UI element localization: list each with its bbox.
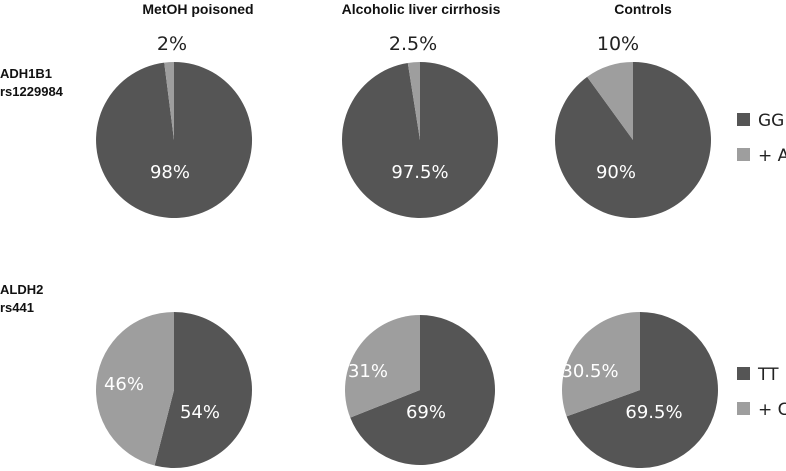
pie-value-label: 97.5%: [391, 162, 448, 183]
row-label-aldh2-snp: rs441: [0, 300, 34, 315]
pie-slice-c: [345, 315, 420, 418]
pie-value-label: 31%: [348, 361, 388, 382]
pie-charts: 98% 2% 97.5% 2.5% 90% 10% GG + A 54% 46% 69% 31% 69.…: [95, 33, 786, 468]
legend: GG + A: [737, 111, 786, 166]
pie-chart-5: 69.5% 30.5%: [561, 312, 718, 468]
pie-value-label: 2.5%: [389, 33, 437, 55]
pie-slice-gg: [555, 62, 712, 218]
pie-slice-tt: [566, 312, 718, 468]
legend-label: + A: [758, 146, 786, 166]
pie-chart-3: 54% 46%: [95, 311, 252, 468]
column-title-metoh: MetOH poisoned: [142, 1, 253, 17]
pie-value-label: 30.5%: [561, 361, 618, 382]
pie-value-label: 46%: [104, 374, 144, 395]
legend-label: GG: [758, 111, 784, 131]
legend-label: TT: [757, 365, 779, 385]
pie-chart-1: 97.5% 2.5%: [341, 33, 498, 219]
pie-slice-c: [95, 311, 174, 466]
pie-slice-a: [164, 62, 174, 140]
pie-slice-gg: [96, 61, 253, 219]
legend-swatch: [737, 148, 750, 161]
column-title-controls: Controls: [614, 1, 672, 17]
legend-swatch: [737, 113, 750, 126]
row-label-adh1b1-gene: ADH1B1: [0, 66, 52, 81]
pie-slice-tt: [154, 312, 252, 468]
pie-slice-gg: [341, 62, 498, 219]
pie-chart-2: 90% 10%: [555, 33, 712, 218]
legend-label: + C: [758, 400, 786, 420]
column-title-cirrhosis: Alcoholic liver cirrhosis: [342, 1, 501, 17]
pie-slice-a: [407, 62, 420, 140]
legend-swatch: [737, 402, 750, 415]
pie-chart-0: 98% 2%: [96, 33, 253, 219]
pie-value-label: 98%: [150, 162, 190, 183]
pie-value-label: 69.5%: [625, 402, 682, 423]
pie-value-label: 54%: [180, 402, 220, 423]
pie-chart-4: 69% 31%: [345, 315, 496, 465]
pie-value-label: 2%: [157, 33, 187, 55]
pie-value-label: 10%: [597, 33, 639, 55]
row-label-adh1b1-snp: rs1229984: [0, 84, 64, 99]
legend: TT + C: [737, 365, 786, 420]
pie-slice-tt: [350, 315, 496, 465]
pie-slice-c: [561, 312, 640, 417]
pie-slice-a: [587, 62, 633, 140]
pie-value-label: 69%: [406, 402, 446, 423]
legend-swatch: [737, 367, 750, 380]
pie-value-label: 90%: [596, 162, 636, 183]
row-label-aldh2-gene: ALDH2: [0, 282, 43, 297]
